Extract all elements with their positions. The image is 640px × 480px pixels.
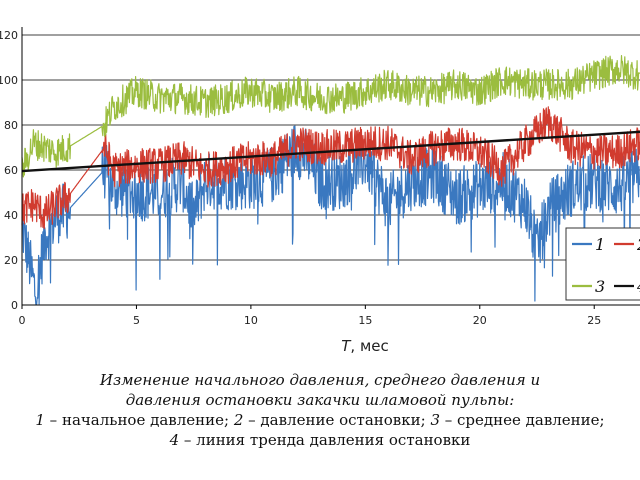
caption-line-2: давления остановки закачки шламовой пуль…	[125, 391, 515, 409]
y-tick-label: 40	[4, 209, 18, 222]
caption-text-4: – линия тренда давления остановки	[179, 431, 471, 449]
x-tick-label: 0	[19, 314, 26, 327]
y-tick-label: 60	[4, 164, 18, 177]
x-axis-label-unit: , мес	[350, 337, 388, 355]
legend-label-4: 4	[636, 277, 640, 296]
x-tick-label: 10	[244, 314, 258, 327]
x-axis-label-symbol: T	[341, 337, 352, 355]
y-tick-label: 80	[4, 119, 18, 132]
caption-num-1: 1	[35, 411, 45, 429]
legend-label-1: 1	[595, 235, 605, 254]
caption-text-3: – среднее давление;	[439, 411, 605, 429]
y-tick-label: 0	[11, 299, 18, 312]
x-tick-label: 5	[133, 314, 140, 327]
legend-label-2: 2	[636, 235, 640, 254]
series-line-4	[21, 130, 640, 173]
x-axis-label: T, мес	[341, 337, 389, 355]
x-tick-label: 25	[587, 314, 601, 327]
series-line-3	[21, 55, 640, 178]
figure-caption: Изменение начального давления, среднего …	[0, 370, 640, 450]
series-layer	[21, 55, 640, 305]
y-tick-label: 120	[0, 29, 18, 42]
y-tick-label: 20	[4, 254, 18, 267]
caption-text-2: – давление остановки;	[243, 411, 431, 429]
series-line-2	[21, 106, 640, 230]
pressure-chart: 0 20 40 60 80 100 120 0 5 10 15 20 25 T, мес 1 2 3 4	[0, 27, 640, 355]
axes	[21, 27, 640, 309]
legend-box	[565, 227, 640, 301]
tick-labels: 0 20 40 60 80 100 120 0 5 10 15 20 25	[0, 29, 601, 327]
legend: 1 2 3 4	[565, 227, 640, 301]
y-tick-label: 100	[0, 74, 18, 87]
series-line-1	[21, 125, 640, 305]
caption-num-3: 3	[430, 411, 440, 429]
caption-line-4: 4 – линия тренда давления остановки	[0, 430, 640, 450]
caption-num-4: 4	[169, 431, 180, 449]
x-tick-label: 20	[473, 314, 487, 327]
caption-line-1: Изменение начального давления, среднего …	[99, 371, 541, 389]
caption-text-1: – начальное давление;	[44, 411, 234, 429]
x-tick-label: 15	[358, 314, 372, 327]
caption-num-2: 2	[233, 411, 244, 429]
caption-line-3: 1 – начальное давление; 2 – давление ост…	[0, 410, 640, 430]
legend-label-3: 3	[595, 277, 605, 296]
